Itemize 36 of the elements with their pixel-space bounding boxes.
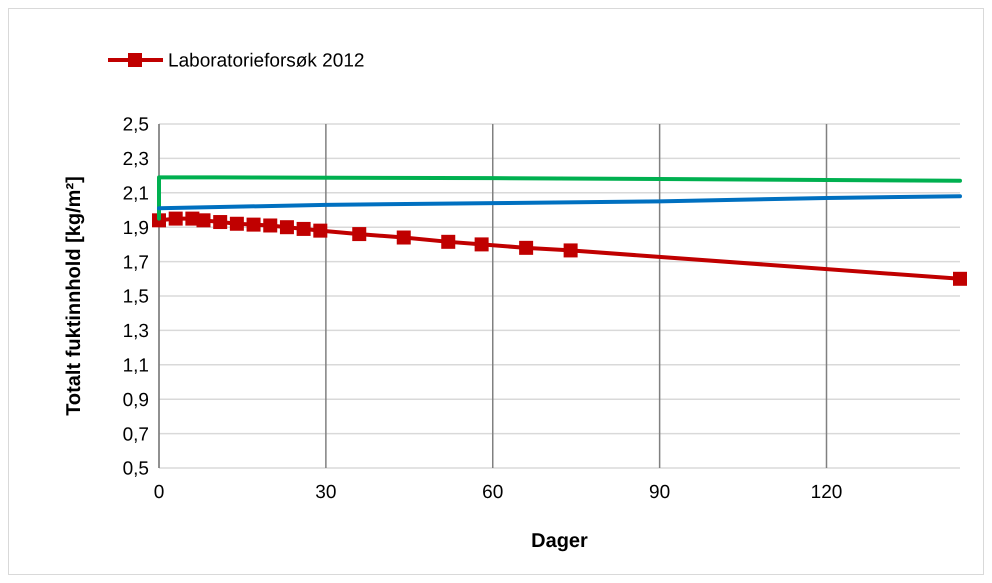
point <box>396 230 411 245</box>
y-tick-label: 0,7 <box>122 424 149 446</box>
point <box>441 234 456 249</box>
y-axis-title: Totalt fuktinnhold [kg/m²] <box>63 176 85 416</box>
x-tick-label: 30 <box>315 482 336 503</box>
line-series <box>157 194 962 210</box>
point <box>168 212 183 226</box>
point <box>280 220 294 234</box>
x-tick-label: 0 <box>154 482 164 503</box>
x-axis-title: Dager <box>531 530 588 552</box>
point <box>953 272 967 286</box>
x-tick-label: 60 <box>482 482 504 503</box>
point <box>564 243 578 258</box>
y-tick-label: 1,7 <box>122 252 149 274</box>
x-tick-label: 120 <box>810 482 842 503</box>
point <box>352 227 366 242</box>
y-tick-label: 0,9 <box>122 390 149 411</box>
y-tick-label: 1,9 <box>122 218 149 239</box>
point <box>196 213 210 228</box>
point <box>213 215 228 230</box>
y-tick-label: 1,3 <box>122 321 149 342</box>
x-tick-label: 90 <box>649 482 670 503</box>
point <box>296 222 311 236</box>
y-tick-label: 1,5 <box>122 286 149 308</box>
y-tick-label: 1,1 <box>122 355 149 376</box>
y-tick-label: 0,5 <box>122 458 149 480</box>
legend-label: Laboratorieforsøk 2012 <box>168 50 364 72</box>
point <box>519 240 534 255</box>
point <box>313 224 328 238</box>
y-tick-label: 2,5 <box>122 114 149 136</box>
point <box>230 216 244 231</box>
y-tick-label: 2,1 <box>122 183 149 204</box>
point <box>474 237 489 252</box>
y-tick-label: 2,3 <box>122 149 149 170</box>
point <box>263 218 278 232</box>
point <box>246 218 261 232</box>
